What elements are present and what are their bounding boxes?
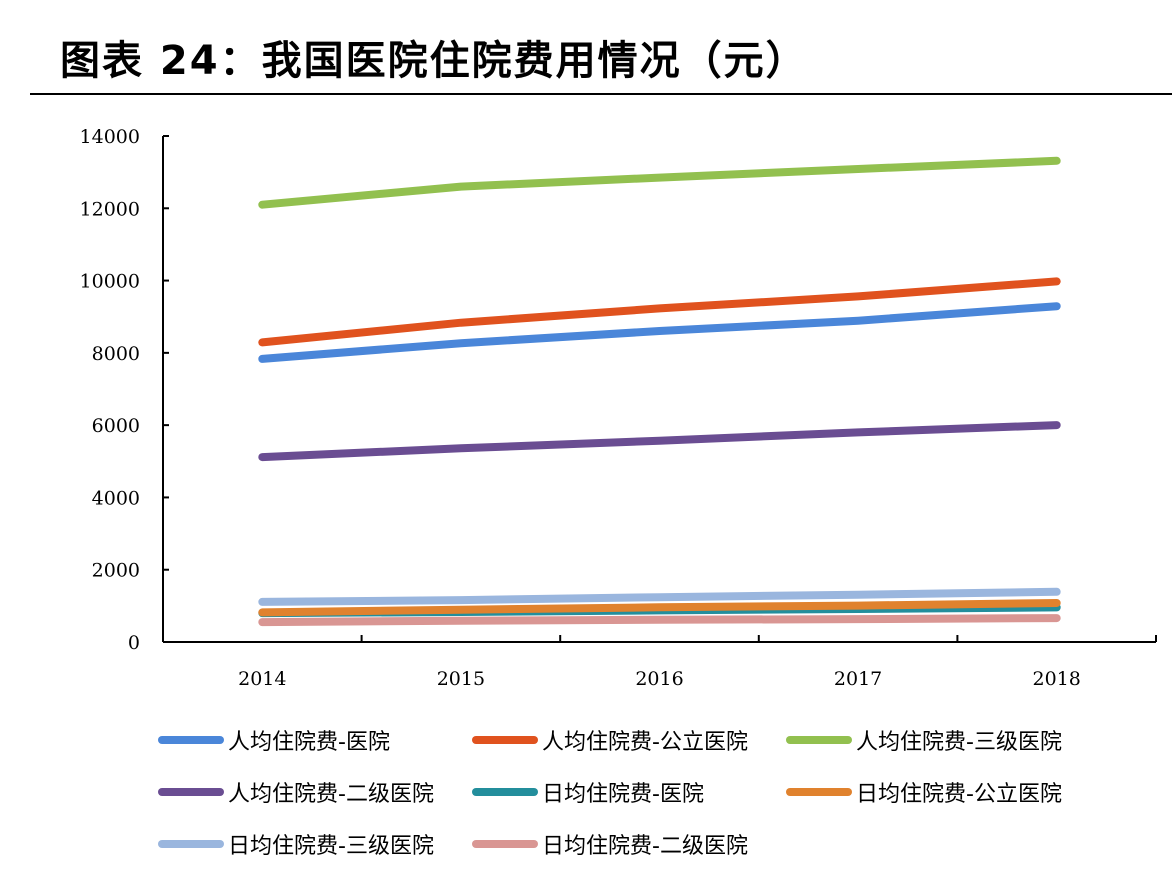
x-tick-label: 2015 <box>437 668 485 690</box>
legend-item: 日均住院费-公立医院 <box>786 774 1062 810</box>
series-line <box>258 614 1061 627</box>
legend-item: 人均住院费-二级医院 <box>158 774 434 810</box>
legend-swatch <box>472 736 538 744</box>
y-tick-label: 12000 <box>80 198 140 220</box>
legend-label: 人均住院费-二级医院 <box>228 782 434 807</box>
series-line <box>258 599 1061 617</box>
legend-swatch <box>472 840 538 848</box>
legend-swatch <box>158 840 224 848</box>
legend-item: 日均住院费-二级医院 <box>472 826 748 862</box>
page-title: 图表 24：我国医院住院费用情况（元） <box>60 38 808 84</box>
legend-label: 日均住院费-公立医院 <box>856 782 1062 807</box>
legend-item: 人均住院费-医院 <box>158 722 390 758</box>
y-tick-label: 2000 <box>92 560 140 582</box>
legend-label: 日均住院费-医院 <box>542 782 704 807</box>
legend-label: 日均住院费-二级医院 <box>542 834 748 859</box>
chart-series-lines <box>258 156 1061 627</box>
series-line <box>258 302 1061 363</box>
y-tick-label: 10000 <box>80 271 140 293</box>
x-tick-label: 2014 <box>238 668 286 690</box>
series-line <box>258 587 1061 606</box>
series-line <box>258 156 1061 209</box>
chart-axes: 0 2000 4000 6000 8000 10000 12000 14000 2014 2015… <box>80 126 1157 690</box>
x-tick-label: 2018 <box>1033 668 1081 690</box>
legend-item: 人均住院费-三级医院 <box>786 722 1062 758</box>
legend-label: 人均住院费-公立医院 <box>542 730 748 755</box>
series-line <box>258 421 1061 462</box>
legend-label: 日均住院费-三级医院 <box>228 834 434 859</box>
legend-swatch <box>472 788 538 796</box>
legend-swatch <box>158 736 224 744</box>
x-tick-label: 2017 <box>834 668 882 690</box>
y-tick-label: 0 <box>128 632 140 654</box>
title-divider <box>30 93 1172 95</box>
y-tick-label: 14000 <box>80 126 140 148</box>
legend-swatch <box>786 788 852 796</box>
y-tick-label: 4000 <box>92 487 140 509</box>
y-tick-label: 8000 <box>92 343 140 365</box>
y-tick-label: 6000 <box>92 415 140 437</box>
legend-swatch <box>158 788 224 796</box>
series-line <box>258 277 1061 347</box>
legend-label: 人均住院费-三级医院 <box>856 730 1062 755</box>
legend-swatch <box>786 736 852 744</box>
legend-item: 日均住院费-医院 <box>472 774 704 810</box>
legend-item: 人均住院费-公立医院 <box>472 722 748 758</box>
legend-item: 日均住院费-三级医院 <box>158 826 434 862</box>
x-tick-label: 2016 <box>635 668 683 690</box>
legend-label: 人均住院费-医院 <box>228 730 390 755</box>
